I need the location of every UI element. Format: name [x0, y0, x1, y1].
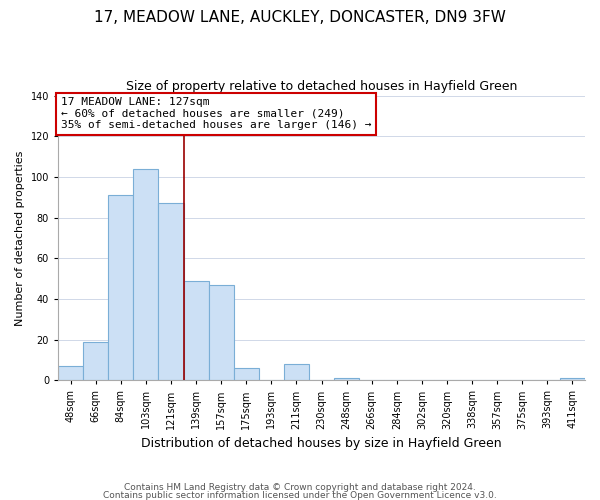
X-axis label: Distribution of detached houses by size in Hayfield Green: Distribution of detached houses by size … — [141, 437, 502, 450]
Title: Size of property relative to detached houses in Hayfield Green: Size of property relative to detached ho… — [126, 80, 517, 93]
Bar — [560, 378, 585, 380]
Bar — [284, 364, 309, 380]
Bar — [158, 204, 184, 380]
Bar — [58, 366, 83, 380]
Bar — [334, 378, 359, 380]
Bar — [184, 280, 209, 380]
Bar — [108, 195, 133, 380]
Bar — [133, 169, 158, 380]
Text: Contains public sector information licensed under the Open Government Licence v3: Contains public sector information licen… — [103, 490, 497, 500]
Bar — [234, 368, 259, 380]
Text: Contains HM Land Registry data © Crown copyright and database right 2024.: Contains HM Land Registry data © Crown c… — [124, 484, 476, 492]
Bar — [83, 342, 108, 380]
Bar — [209, 284, 234, 380]
Text: 17, MEADOW LANE, AUCKLEY, DONCASTER, DN9 3FW: 17, MEADOW LANE, AUCKLEY, DONCASTER, DN9… — [94, 10, 506, 25]
Text: 17 MEADOW LANE: 127sqm
← 60% of detached houses are smaller (249)
35% of semi-de: 17 MEADOW LANE: 127sqm ← 60% of detached… — [61, 97, 371, 130]
Y-axis label: Number of detached properties: Number of detached properties — [15, 150, 25, 326]
